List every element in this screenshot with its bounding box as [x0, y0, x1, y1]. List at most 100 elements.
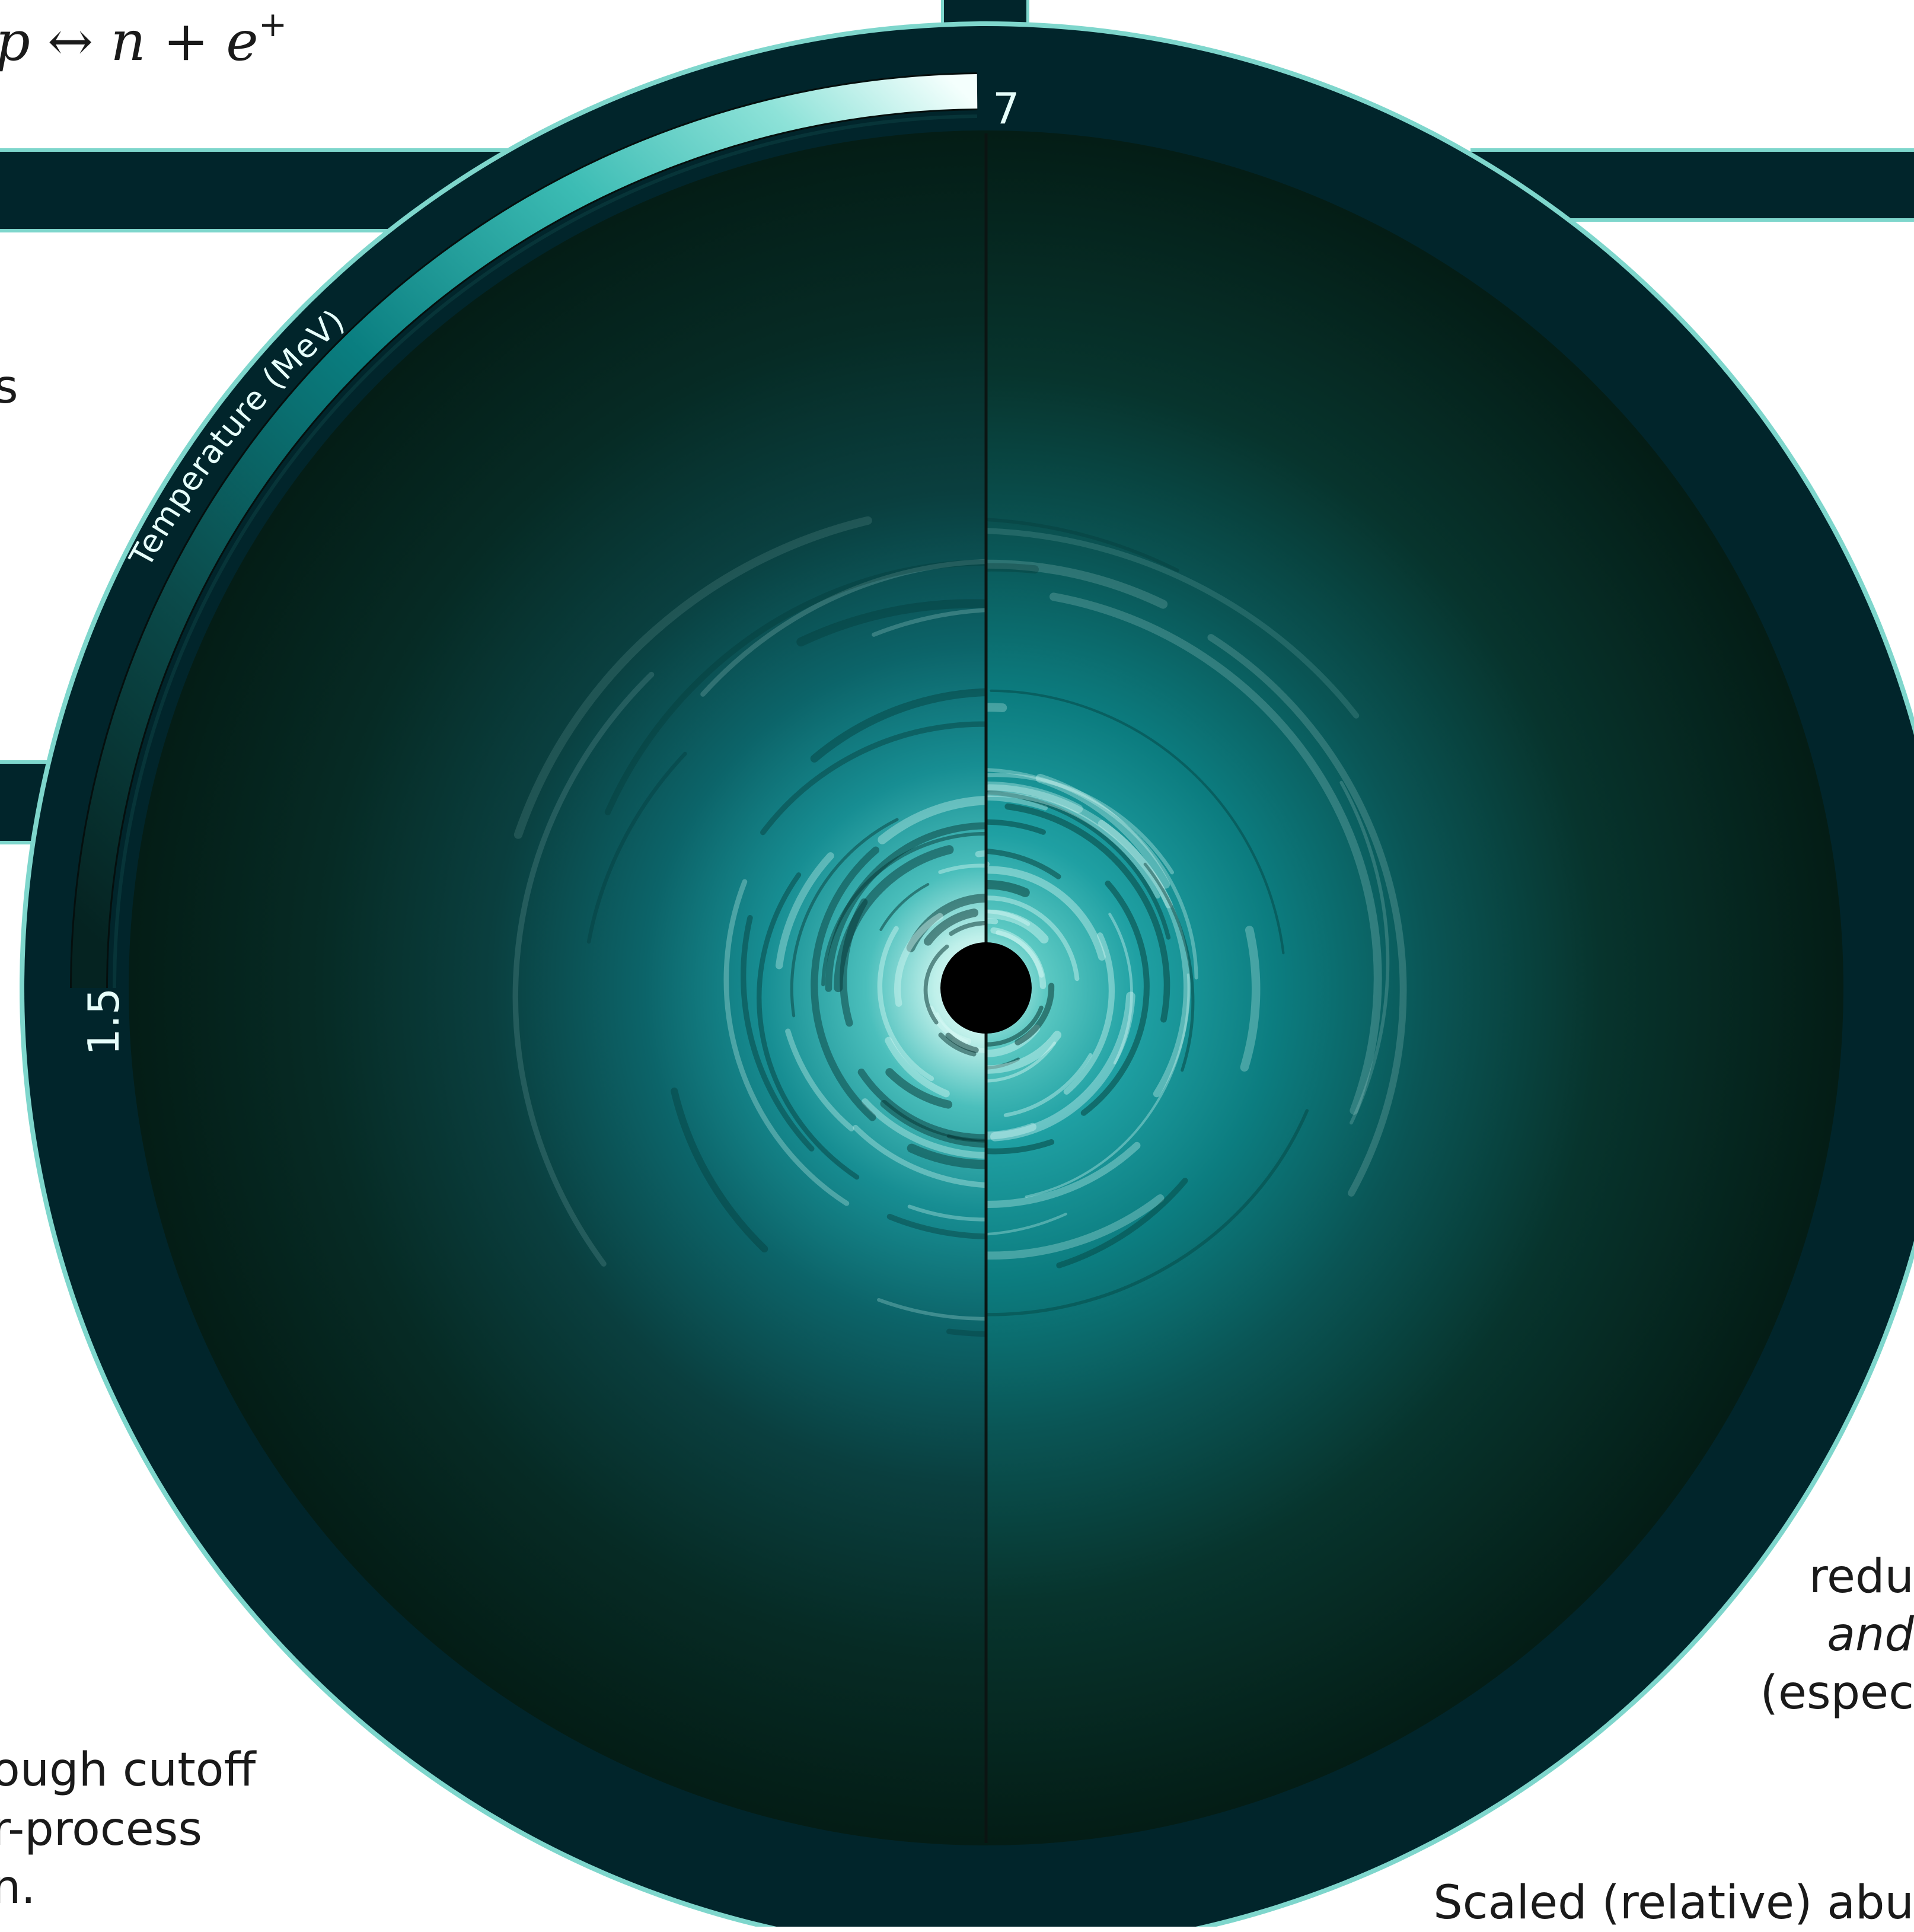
swirl-streak: [986, 1041, 1057, 1083]
swirl-streak: [949, 920, 986, 936]
swirl-streak: [1063, 932, 1115, 1095]
swirl-streak: [986, 909, 1031, 926]
left-text-fragment-1: s: [0, 361, 18, 414]
swirl-streak: [862, 1098, 986, 1159]
swirl-streak: [886, 1213, 986, 1239]
right-text-fragment-1: redu: [1808, 1550, 1914, 1603]
swirl-streak: [986, 1005, 1044, 1047]
swirl-streak: [1207, 634, 1407, 1197]
equation: p ↔ n + e+: [0, 0, 287, 74]
swirl-streak: [986, 1057, 1020, 1070]
swirl-streak: [986, 1031, 1062, 1074]
right-text-fragment-3: (espec: [1760, 1666, 1914, 1720]
swirl-streak: [986, 895, 1080, 981]
swirl-streak: [790, 818, 899, 1018]
swirl-streak: [990, 927, 1047, 990]
swirl-streak: [513, 516, 872, 839]
swirl-streak: [671, 1087, 768, 1253]
swirl-streak: [1098, 820, 1191, 1098]
swirl-streak: [880, 1099, 986, 1148]
swirl-streak: [760, 721, 986, 836]
swirl-streak: [1240, 926, 1261, 1072]
swirl-streak: [986, 773, 1174, 875]
right-text-fragment-2: and: [1827, 1608, 1914, 1662]
swirl-streak: [986, 518, 1179, 572]
swirl-streak: [986, 781, 1083, 814]
swirl-streak: [834, 845, 954, 993]
swirl-streak: [857, 1068, 986, 1142]
left-text-fragment-4: n.: [0, 1861, 36, 1914]
swirl-streak: [986, 866, 1106, 961]
swirl-streak: [1025, 973, 1190, 1198]
equation-text: p ↔ n + e: [0, 9, 259, 73]
swirl-streak: [986, 1213, 1067, 1236]
left-text-fragment-3: r-process: [0, 1803, 202, 1856]
swirl-streak: [986, 1109, 1309, 1316]
swirl-streak: [512, 671, 655, 1267]
swirl-streak: [936, 1012, 968, 1043]
swirl-streak: [877, 926, 934, 1082]
swirl-streak: [945, 1032, 979, 1053]
swirl-streak: [879, 883, 930, 932]
swirl-streak: [1035, 773, 1170, 889]
swirl-streak: [810, 688, 986, 763]
swirl-streak: [741, 915, 815, 1152]
swirl-streak: [885, 1037, 950, 1098]
swirl-streak: [986, 1142, 1141, 1208]
equation-superscript: +: [258, 4, 288, 44]
swirl-streak: [1015, 983, 1055, 1045]
swirl-streak: [1108, 913, 1133, 1064]
colorbar-arc: [72, 74, 978, 989]
swirl-streak: [990, 689, 1285, 955]
swirl-streak: [811, 846, 880, 1121]
swirl-streak: [878, 796, 986, 844]
left-text-fragment-2: ough cutoff: [0, 1743, 256, 1797]
swirl-streak: [986, 1194, 1165, 1260]
swirl-streak: [986, 784, 1173, 908]
swirl-streak: [907, 1143, 986, 1169]
swirl-streak: [586, 751, 687, 944]
swirl-streak: [877, 1297, 986, 1321]
swirl-streak: [923, 908, 979, 946]
swirl-streak: [996, 930, 1044, 978]
swirl-streak: [1143, 862, 1195, 1072]
swirl-streak: [986, 848, 1061, 879]
colorbar-min-label: 1.5: [79, 987, 129, 1056]
swirl-streak: [986, 795, 1048, 811]
swirl-streak: [938, 1032, 977, 1057]
disk-left-half: [129, 130, 986, 1845]
swirl-streak: [1056, 1178, 1188, 1268]
swirl-streak: [785, 1028, 854, 1131]
swirl-streak: [986, 880, 1030, 897]
swirl-streak: [723, 879, 850, 1206]
colorbar-max-label: 7: [993, 84, 1020, 133]
swirl-streak: [986, 819, 1046, 835]
swirl-streak: [986, 790, 1171, 940]
swirl-streak: [1049, 592, 1382, 1115]
black-hole: [940, 942, 1032, 1034]
swirl-streak: [872, 608, 986, 637]
swirl-streak: [796, 599, 986, 647]
swirl-streak: [1339, 780, 1390, 1125]
swirl-streak: [821, 831, 986, 987]
swirl-streak: [986, 563, 1039, 574]
swirl-streak: [938, 863, 986, 874]
swirl-streak: [986, 792, 1160, 899]
swirl-streak: [986, 1123, 1036, 1140]
swirl-streaks-left: [512, 516, 986, 1337]
swirl-streak: [1003, 1053, 1093, 1117]
swirl-streak: [885, 1068, 953, 1109]
swirl-streak: [700, 559, 986, 697]
swirl-streak: [757, 872, 860, 1180]
swirl-streak: [986, 528, 1360, 719]
swirl-streak: [946, 1134, 986, 1143]
swirl-streak: [907, 1204, 986, 1222]
swirl-streak: [894, 913, 943, 1007]
swirl-streak: [986, 1139, 1055, 1155]
swirl-streak: [1080, 880, 1150, 1116]
swirl-streaks-right: [986, 518, 1407, 1316]
swirl-streak: [775, 852, 834, 970]
swirl-streak: [986, 768, 1198, 980]
swirl-streak: [604, 559, 986, 815]
